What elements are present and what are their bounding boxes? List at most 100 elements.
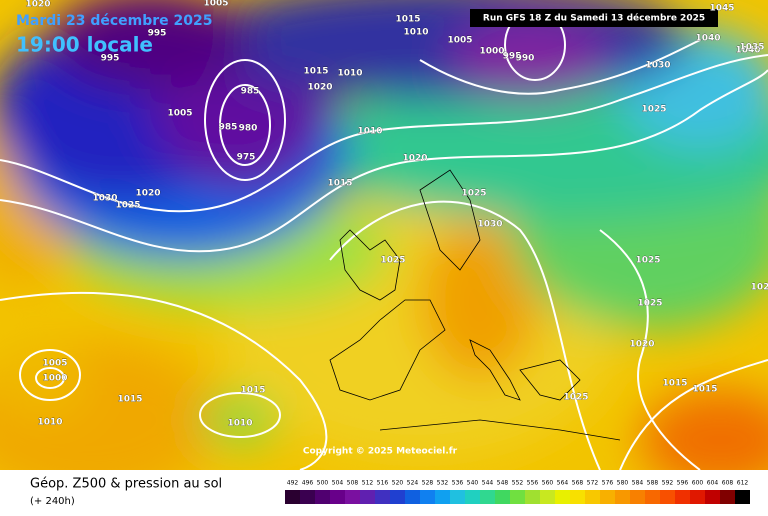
scale-swatch bbox=[345, 490, 360, 504]
scale-swatch bbox=[585, 490, 600, 504]
isobar-label: 990 bbox=[516, 54, 535, 64]
scale-label: 592 bbox=[662, 480, 674, 487]
scale-label: 552 bbox=[512, 480, 524, 487]
isobar-label: 1010 bbox=[37, 418, 62, 428]
scale-label: 496 bbox=[302, 480, 314, 487]
height-field bbox=[0, 0, 768, 470]
isobar-label: 102 bbox=[751, 283, 768, 293]
scale-swatch bbox=[570, 490, 585, 504]
isobar-lines bbox=[0, 9, 768, 470]
isobar-label: 985 bbox=[219, 123, 238, 133]
scale-label: 548 bbox=[497, 480, 509, 487]
isobar-label: 1000 bbox=[479, 47, 504, 57]
isobar-label: 1040 bbox=[735, 46, 760, 56]
scale-swatch bbox=[720, 490, 735, 504]
isobar-label: 1030 bbox=[645, 61, 670, 71]
scale-swatch bbox=[465, 490, 480, 504]
scale-swatch bbox=[690, 490, 705, 504]
scale-label: 508 bbox=[347, 480, 359, 487]
scale-swatch bbox=[540, 490, 555, 504]
scale-swatch bbox=[660, 490, 675, 504]
scale-swatch bbox=[300, 490, 315, 504]
isobar-label: 1020 bbox=[135, 189, 160, 199]
isobar-label: 995 bbox=[503, 52, 522, 62]
scale-swatch bbox=[510, 490, 525, 504]
scale-label: 524 bbox=[407, 480, 419, 487]
isobar-label: 1025 bbox=[563, 393, 588, 403]
isobar-label: 1030 bbox=[92, 194, 117, 204]
isobar-label: 1025 bbox=[380, 256, 405, 266]
scale-swatch bbox=[630, 490, 645, 504]
scale-swatch bbox=[735, 490, 750, 504]
isobar-label: 995 bbox=[101, 54, 120, 64]
scale-label: 580 bbox=[617, 480, 629, 487]
scale-label: 576 bbox=[602, 480, 614, 487]
isobar-label: 1010 bbox=[227, 419, 252, 429]
scale-label: 512 bbox=[362, 480, 374, 487]
copyright: Copyright © 2025 Meteociel.fr bbox=[303, 447, 458, 457]
scale-label: 556 bbox=[527, 480, 539, 487]
isobar-label: 1020 bbox=[25, 0, 50, 10]
isobar-label: 1025 bbox=[461, 189, 486, 199]
isobar-label: 1025 bbox=[637, 299, 662, 309]
scale-swatch bbox=[435, 490, 450, 504]
scale-label: 608 bbox=[722, 480, 734, 487]
date-text: Mardi 23 décembre 2025 bbox=[16, 13, 213, 29]
scale-label: 584 bbox=[632, 480, 644, 487]
isobar-label: 1015 bbox=[117, 395, 142, 405]
scale-swatch bbox=[600, 490, 615, 504]
scale-swatch bbox=[705, 490, 720, 504]
run-text: Run GFS 18 Z du Samedi 13 décembre 2025 bbox=[483, 13, 705, 24]
isobar-label: 1025 bbox=[115, 201, 140, 211]
isobar-label: 975 bbox=[237, 153, 256, 163]
isobar-label: 1000 bbox=[42, 374, 67, 384]
scale-label: 532 bbox=[437, 480, 449, 487]
scale-swatch bbox=[675, 490, 690, 504]
isobar-label: 1015 bbox=[240, 386, 265, 396]
isobar-label: 1020 bbox=[402, 154, 427, 164]
scale-label: 528 bbox=[422, 480, 434, 487]
isobar-label: 1010 bbox=[337, 69, 362, 79]
isobar-label: 1025 bbox=[641, 105, 666, 115]
scale-label: 560 bbox=[542, 480, 554, 487]
legend-range: (+ 240h) bbox=[30, 496, 75, 507]
isobar-label: 1010 bbox=[403, 28, 428, 38]
isobar-label: 1045 bbox=[709, 4, 734, 14]
scale-label: 596 bbox=[677, 480, 689, 487]
scale-swatch bbox=[315, 490, 330, 504]
scale-swatch bbox=[390, 490, 405, 504]
scale-label: 516 bbox=[377, 480, 389, 487]
isobar-label: 995 bbox=[148, 29, 167, 39]
scale-swatch bbox=[420, 490, 435, 504]
scale-label: 572 bbox=[587, 480, 599, 487]
scale-swatch bbox=[495, 490, 510, 504]
scale-swatch bbox=[285, 490, 300, 504]
isobar-label: 1040 bbox=[695, 34, 720, 44]
coastlines bbox=[329, 169, 621, 441]
isobar-label: 1005 bbox=[42, 359, 67, 369]
isobar-label: 1015 bbox=[303, 67, 328, 77]
isobar-label: 980 bbox=[239, 124, 258, 134]
scale-swatch bbox=[525, 490, 540, 504]
scale-swatch bbox=[615, 490, 630, 504]
isobar-label: 1030 bbox=[477, 220, 502, 230]
scale-swatch bbox=[375, 490, 390, 504]
scale-label: 500 bbox=[317, 480, 329, 487]
scale-swatch bbox=[330, 490, 345, 504]
isobar-label: 1020 bbox=[307, 83, 332, 93]
isobar-label: 1005 bbox=[167, 109, 192, 119]
scale-swatch bbox=[405, 490, 420, 504]
scale-label: 520 bbox=[392, 480, 404, 487]
scale-swatch bbox=[360, 490, 375, 504]
isobar-label: 1015 bbox=[327, 179, 352, 189]
isobar-label: 1010 bbox=[357, 127, 382, 137]
scale-label: 536 bbox=[452, 480, 464, 487]
scale-label: 504 bbox=[332, 480, 344, 487]
legend-title: Géop. Z500 & pression au sol bbox=[30, 477, 222, 492]
isobar-label: 1025 bbox=[635, 256, 660, 266]
scale-label: 600 bbox=[692, 480, 704, 487]
isobar-label: 1015 bbox=[662, 379, 687, 389]
scale-label: 544 bbox=[482, 480, 494, 487]
